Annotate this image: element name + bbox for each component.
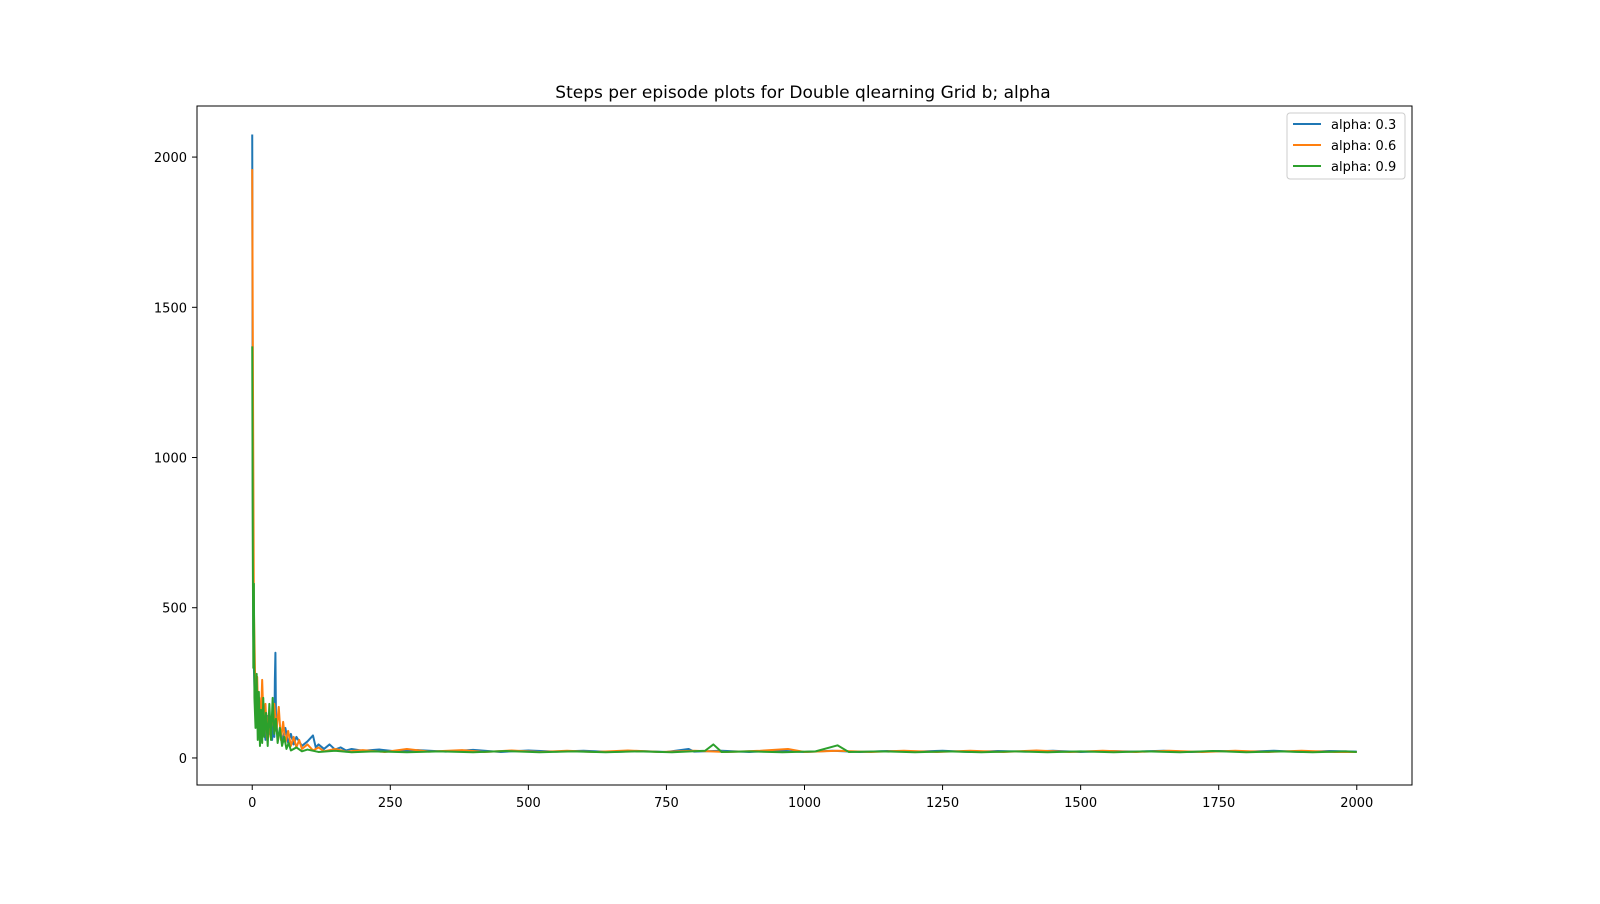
x-tick-label: 1750 <box>1202 796 1235 811</box>
y-tick-label: 2000 <box>154 151 187 166</box>
y-tick-label: 1500 <box>154 301 187 316</box>
x-tick-label: 1000 <box>788 796 821 811</box>
x-axis: 0 250 500 750 1000 1250 1500 1750 2000 <box>248 785 1373 811</box>
x-tick-label: 250 <box>378 796 403 811</box>
plot-area <box>251 134 1357 754</box>
x-tick-label: 500 <box>516 796 541 811</box>
x-tick-label: 2000 <box>1340 796 1373 811</box>
legend-label: alpha: 0.9 <box>1331 160 1396 175</box>
legend-label: alpha: 0.6 <box>1331 139 1396 154</box>
legend-label: alpha: 0.3 <box>1331 118 1396 133</box>
legend-box <box>1286 112 1406 180</box>
x-tick-label: 0 <box>248 796 256 811</box>
y-axis: 0 500 1000 1500 2000 <box>154 151 197 767</box>
x-tick-label: 1250 <box>926 796 959 811</box>
series-line-3 <box>251 346 1357 754</box>
x-tick-label: 750 <box>654 796 679 811</box>
y-tick-label: 1000 <box>154 452 187 467</box>
chart-title: Steps per episode plots for Double qlear… <box>555 83 1050 103</box>
x-tick-label: 1500 <box>1064 796 1097 811</box>
y-tick-label: 500 <box>162 602 187 617</box>
legend: alpha: 0.3 alpha: 0.6 alpha: 0.9 <box>1286 112 1406 180</box>
y-tick-label: 0 <box>179 752 187 767</box>
